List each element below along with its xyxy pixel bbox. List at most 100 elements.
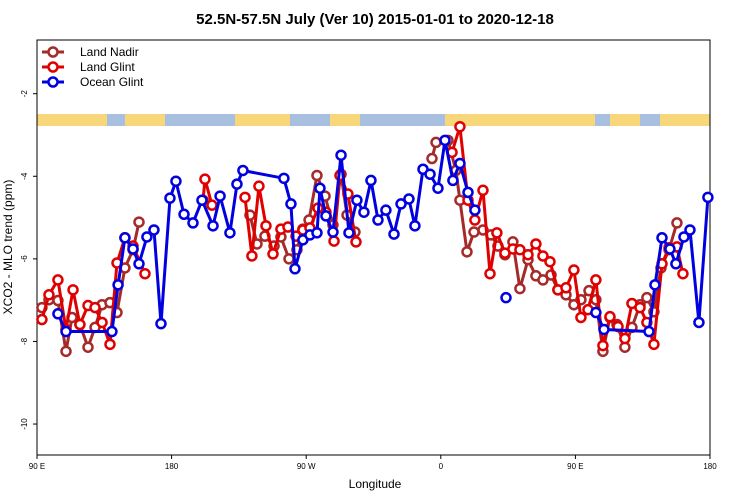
data-point bbox=[664, 243, 676, 255]
data-point bbox=[430, 136, 442, 149]
x-tick-label: 180 bbox=[165, 462, 179, 471]
data-point bbox=[656, 232, 668, 244]
x-tick-label: 180 bbox=[703, 462, 717, 471]
data-point bbox=[514, 282, 526, 295]
data-point bbox=[693, 316, 705, 329]
data-point bbox=[468, 226, 480, 238]
data-point bbox=[289, 263, 301, 275]
data-point bbox=[575, 311, 587, 324]
land-band bbox=[235, 114, 290, 126]
data-point bbox=[598, 323, 610, 336]
data-point bbox=[106, 325, 118, 338]
data-point bbox=[634, 301, 646, 314]
data-point bbox=[409, 220, 421, 232]
data-point bbox=[530, 238, 542, 250]
land-band bbox=[445, 114, 595, 126]
map-strip bbox=[37, 114, 710, 126]
x-axis-label: Longitude bbox=[349, 477, 402, 491]
data-point bbox=[619, 332, 631, 345]
data-point bbox=[678, 231, 690, 243]
data-point bbox=[119, 232, 131, 244]
data-point bbox=[365, 174, 377, 187]
y-tick-label: -10 bbox=[20, 418, 29, 430]
data-point bbox=[500, 291, 512, 304]
data-point bbox=[67, 284, 79, 296]
data-point bbox=[141, 231, 153, 243]
data-point bbox=[590, 306, 602, 319]
data-point bbox=[133, 258, 145, 270]
data-point bbox=[260, 220, 272, 232]
data-point bbox=[178, 208, 190, 221]
data-point bbox=[702, 191, 714, 204]
legend-marker bbox=[47, 61, 59, 73]
data-point bbox=[207, 220, 219, 232]
data-point bbox=[335, 149, 347, 161]
data-point bbox=[52, 308, 64, 320]
data-point bbox=[214, 190, 226, 202]
land-band bbox=[125, 114, 165, 126]
data-point bbox=[36, 313, 48, 326]
data-point bbox=[560, 282, 572, 294]
data-point bbox=[246, 250, 258, 262]
data-point bbox=[403, 193, 415, 205]
x-tick-label: 90 W bbox=[297, 462, 316, 471]
legend-marker bbox=[47, 76, 59, 88]
data-point bbox=[343, 227, 355, 239]
data-point bbox=[537, 250, 549, 262]
series-line bbox=[56, 138, 710, 333]
data-point bbox=[649, 279, 661, 291]
data-point bbox=[484, 267, 496, 280]
data-point bbox=[447, 174, 459, 187]
data-point bbox=[568, 264, 580, 276]
data-point bbox=[237, 164, 249, 177]
data-point bbox=[311, 169, 323, 182]
y-axis-label: XCO2 - MLO trend (ppm) bbox=[1, 180, 15, 315]
land-band bbox=[330, 114, 360, 126]
legend-marker bbox=[47, 46, 59, 58]
data-point bbox=[43, 289, 55, 301]
data-point bbox=[327, 226, 339, 238]
data-point bbox=[187, 217, 199, 229]
data-point bbox=[544, 255, 556, 268]
legend-label: Ocean Glint bbox=[80, 75, 144, 89]
data-point bbox=[351, 194, 363, 206]
data-point bbox=[395, 198, 407, 210]
x-tick-label: 90 E bbox=[29, 462, 45, 471]
data-point bbox=[426, 152, 438, 165]
y-tick-label: -2 bbox=[20, 90, 29, 98]
data-point bbox=[380, 204, 392, 216]
data-point bbox=[461, 246, 473, 258]
data-point bbox=[350, 236, 362, 248]
data-point bbox=[127, 243, 139, 255]
data-point bbox=[314, 182, 326, 194]
data-point bbox=[671, 217, 683, 229]
data-point bbox=[372, 214, 384, 226]
data-point bbox=[454, 157, 466, 170]
data-point bbox=[224, 227, 236, 239]
data-point bbox=[206, 199, 218, 211]
data-point bbox=[285, 198, 297, 210]
data-point bbox=[358, 206, 370, 218]
data-point bbox=[89, 301, 101, 314]
data-point bbox=[469, 204, 481, 216]
data-point bbox=[439, 134, 451, 147]
data-point bbox=[670, 258, 682, 270]
data-point bbox=[96, 316, 108, 329]
data-point bbox=[491, 227, 503, 239]
data-point bbox=[239, 191, 251, 204]
data-point bbox=[155, 317, 167, 330]
data-point bbox=[424, 168, 436, 180]
data-point bbox=[170, 175, 182, 187]
data-point bbox=[320, 210, 332, 222]
y-tick-label: -6 bbox=[20, 255, 29, 263]
data-point bbox=[388, 228, 400, 240]
data-point bbox=[597, 339, 609, 352]
data-point bbox=[328, 235, 340, 247]
data-point bbox=[537, 274, 549, 286]
data-point bbox=[648, 338, 660, 351]
data-point bbox=[677, 267, 689, 280]
data-point bbox=[253, 180, 265, 192]
data-point bbox=[148, 224, 160, 236]
data-point bbox=[432, 182, 444, 194]
data-point bbox=[278, 172, 290, 185]
